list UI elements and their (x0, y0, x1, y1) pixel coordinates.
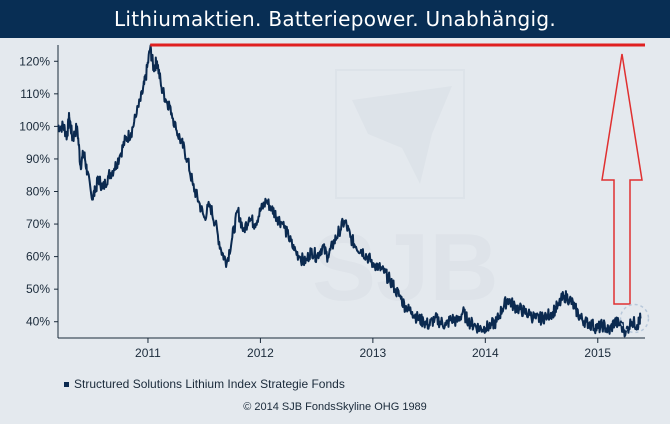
y-tick-label: 100% (19, 119, 50, 133)
legend: Structured Solutions Lithium Index Strat… (64, 377, 345, 391)
x-tick-label: 2014 (472, 346, 499, 360)
line-chart: SJB 40% 50% 60% 70% 80% 90% 100% 110% 120% 2011 20… (19, 43, 650, 360)
y-tick-label: 80% (26, 185, 50, 199)
legend-label: Structured Solutions Lithium Index Strat… (74, 377, 345, 391)
watermark-logo: SJB (312, 69, 499, 321)
y-tick-label: 50% (26, 282, 50, 296)
x-tick-label: 2012 (247, 346, 274, 360)
y-tick-label: 40% (26, 315, 50, 329)
x-tick-label: 2015 (584, 346, 611, 360)
copyright: © 2014 SJB FondsSkyline OHG 1989 (243, 401, 427, 413)
y-tick-label: 60% (26, 250, 50, 264)
y-tick-label: 70% (26, 217, 50, 231)
upward-arrow-icon (601, 53, 643, 305)
chart-title: Lithiumaktien. Batteriepower. Unabhängig… (113, 7, 557, 31)
chart-area: SJB 40% 50% 60% 70% 80% 90% 100% 110% 120% 2011 20… (0, 38, 670, 420)
current-value-highlight-circle (619, 303, 650, 334)
x-tick-label: 2013 (360, 346, 387, 360)
x-tick-label: 2011 (135, 346, 161, 360)
y-tick-label: 120% (19, 54, 50, 68)
y-tick-label: 90% (26, 152, 50, 166)
watermark-text-mark: SJB (312, 214, 499, 321)
chart-title-bar: Lithiumaktien. Batteriepower. Unabhängig… (0, 0, 670, 38)
series-line (57, 44, 642, 338)
y-tick-label: 110% (20, 87, 50, 101)
legend-swatch (64, 381, 69, 387)
